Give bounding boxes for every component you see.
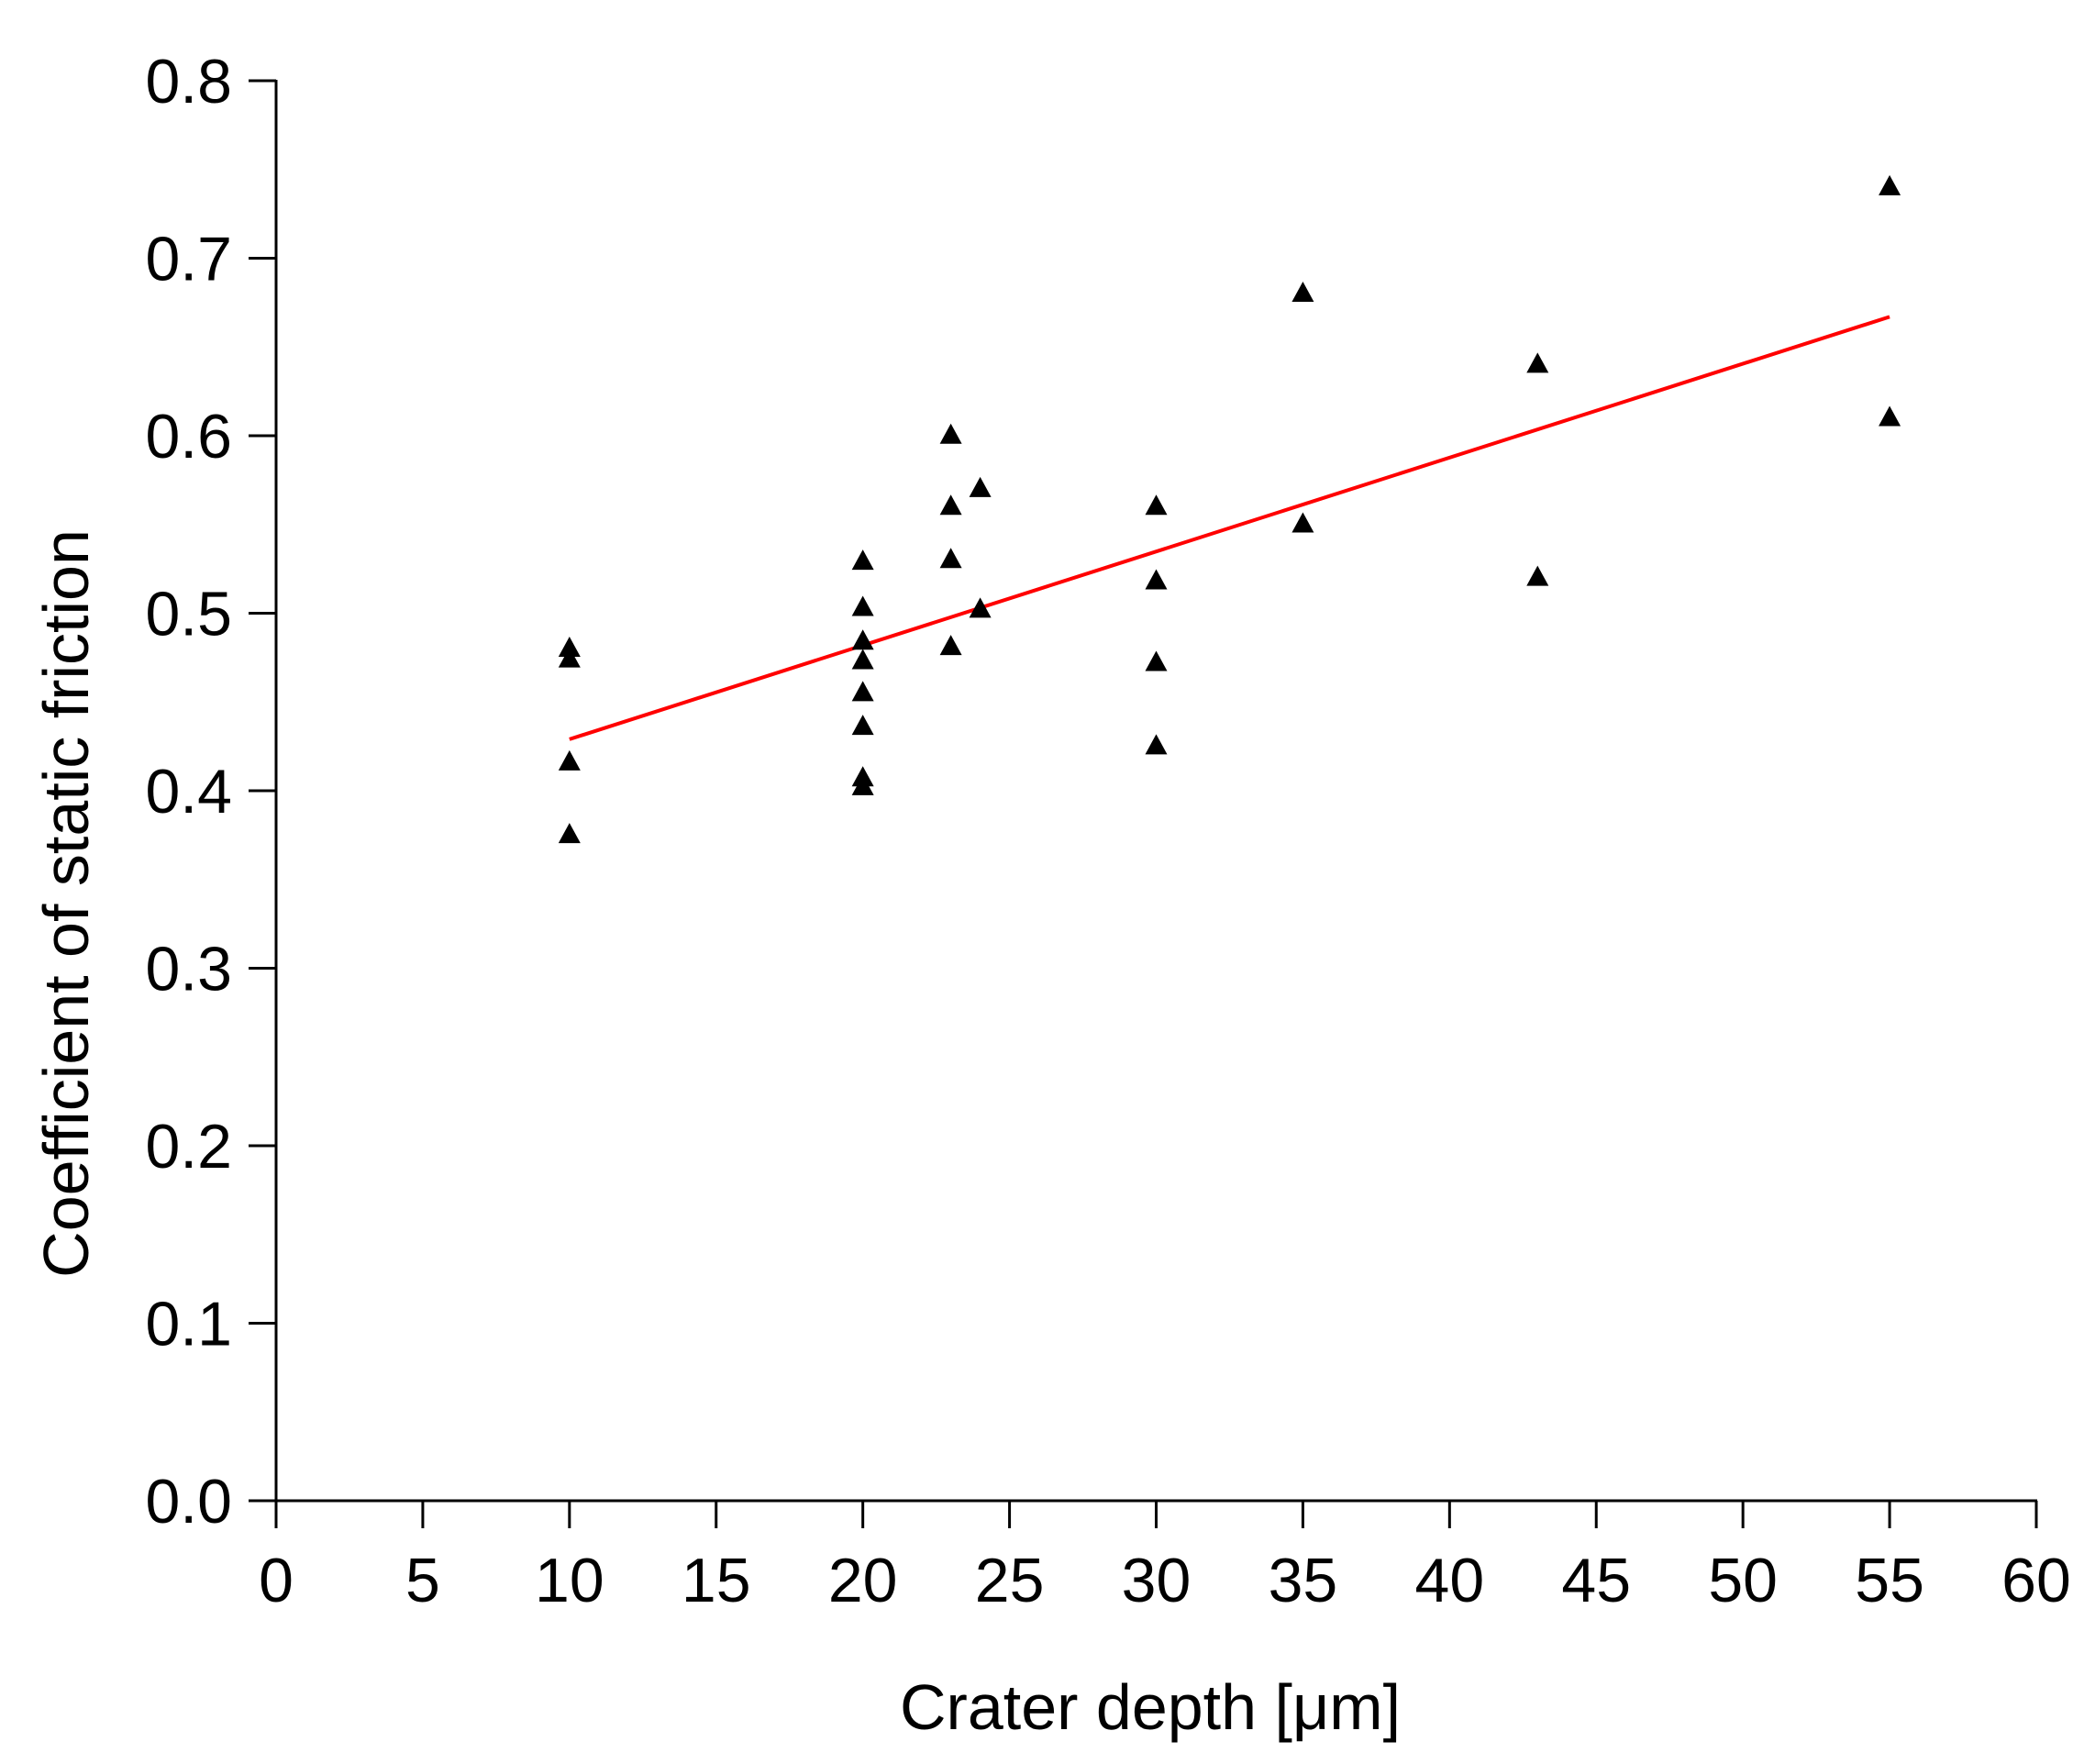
data-point (1879, 174, 1901, 195)
data-point (558, 647, 581, 668)
data-point (939, 494, 962, 516)
y-tick-label: 0.6 (145, 402, 232, 472)
data-point (939, 423, 962, 444)
data-point (939, 548, 962, 569)
data-point (1291, 282, 1314, 302)
data-point (851, 549, 874, 571)
data-point (558, 749, 581, 771)
data-point (1526, 352, 1549, 373)
x-tick-label: 20 (828, 1546, 898, 1615)
x-tick-label: 30 (1122, 1546, 1192, 1615)
x-tick-label: 55 (1855, 1546, 1924, 1615)
data-point (1145, 650, 1168, 671)
fit-line-layer (569, 315, 1890, 741)
data-point (851, 629, 874, 650)
y-tick-label: 0.4 (145, 757, 232, 827)
data-point (851, 595, 874, 616)
data-point (969, 597, 992, 618)
data-point (1291, 512, 1314, 533)
x-tick-label: 25 (975, 1546, 1045, 1615)
y-tick-label: 0.5 (145, 580, 232, 649)
data-point (1526, 565, 1549, 586)
data-point (1879, 405, 1901, 427)
data-point (851, 715, 874, 736)
x-axis-title: Crater depth [μm] (900, 1671, 1401, 1743)
y-tick-label: 0.7 (145, 225, 232, 294)
data-point (1145, 494, 1168, 516)
data-point (969, 476, 992, 497)
y-tick-label: 0.3 (145, 935, 232, 1004)
data-point (851, 649, 874, 670)
axes (274, 80, 2037, 1503)
data-point (939, 635, 962, 656)
data-point (558, 823, 581, 844)
data-point (851, 774, 874, 795)
x-tick-label: 40 (1415, 1546, 1485, 1615)
x-tick-label: 15 (682, 1546, 751, 1615)
y-tick-label: 0.1 (145, 1290, 232, 1359)
x-tick-label: 5 (405, 1546, 440, 1615)
x-tick-label: 50 (1708, 1546, 1778, 1615)
data-point (1145, 734, 1168, 755)
data-point (558, 637, 581, 657)
x-axis-ticks: 0 5 10 15 20 25 30 35 40 45 50 55 60 (259, 1501, 2071, 1615)
x-tick-label: 60 (2001, 1546, 2071, 1615)
y-tick-label: 0.8 (145, 47, 232, 116)
y-axis-title: Coefficient of static friction (30, 529, 102, 1278)
linear-fit-line (569, 315, 1890, 741)
x-tick-label: 10 (535, 1546, 604, 1615)
x-tick-label: 45 (1561, 1546, 1631, 1615)
data-point (851, 681, 874, 702)
y-tick-label: 0.2 (145, 1112, 232, 1182)
y-tick-label: 0.0 (145, 1467, 232, 1537)
y-axis-ticks: 0.0 0.1 0.2 0.3 0.4 0.5 0.6 0.7 0.8 (145, 47, 276, 1537)
data-points (558, 174, 1901, 844)
x-tick-label: 0 (259, 1546, 294, 1615)
data-point (1145, 569, 1168, 590)
x-tick-label: 35 (1269, 1546, 1338, 1615)
